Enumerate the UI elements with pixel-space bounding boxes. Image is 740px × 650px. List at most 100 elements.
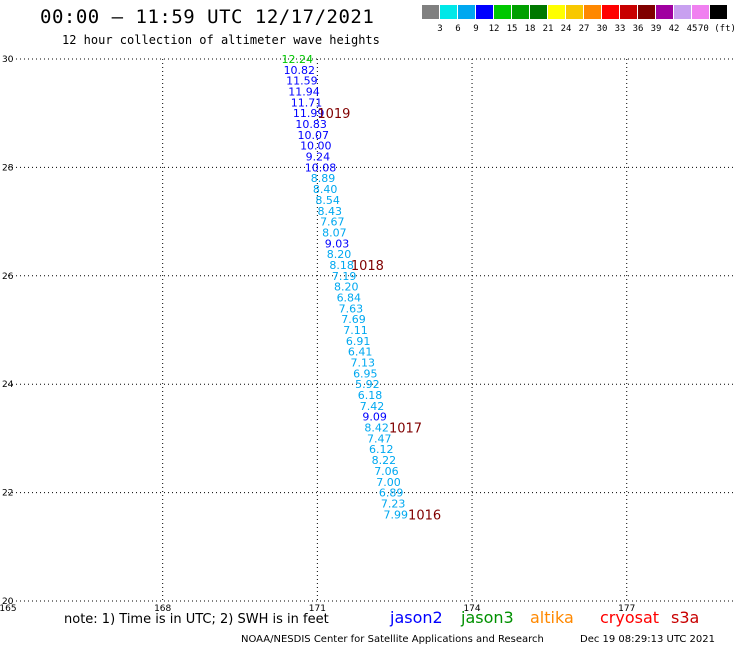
wave-height-value: 7.69: [341, 313, 366, 326]
color-scale-label: 33: [614, 24, 626, 34]
longitude-tick-label: 165: [0, 604, 17, 614]
color-scale-swatch: [620, 5, 637, 19]
credit-line: NOAA/NESDIS Center for Satellite Applica…: [241, 634, 544, 645]
wave-height-value: 7.00: [376, 476, 401, 489]
wave-height-value: 8.20: [327, 248, 352, 261]
wave-height-value: 7.13: [350, 357, 375, 370]
wave-height-value: 7.99: [383, 508, 408, 521]
generation-timestamp: Dec 19 08:29:13 UTC 2021: [580, 634, 715, 645]
wave-height-value: 7.42: [360, 400, 385, 413]
color-scale-label: 70 (ft): [698, 24, 736, 34]
wave-height-value: 7.23: [381, 497, 406, 510]
wave-height-value: 6.18: [358, 389, 383, 402]
wave-height-value: 10.82: [284, 64, 316, 77]
color-scale-swatch: [458, 5, 475, 19]
latitude-tick-label: 26: [2, 272, 14, 282]
wave-height-value: 11.59: [286, 75, 318, 88]
color-scale-label: 12: [488, 24, 500, 34]
legend-jason3: jason3: [461, 608, 514, 627]
color-scale-label: 6: [455, 24, 461, 34]
color-scale-label: 15: [506, 24, 518, 34]
color-scale-label: 45: [686, 24, 698, 34]
pressure-label: 1016: [408, 508, 441, 523]
color-scale-swatch: [692, 5, 709, 19]
wave-height-value: 6.89: [379, 487, 404, 500]
latitude-tick-label: 22: [2, 489, 13, 499]
wave-height-value: 10.83: [295, 118, 327, 131]
wave-height-value: 9.03: [325, 237, 350, 250]
latitude-tick-label: 24: [2, 380, 14, 390]
wave-height-value: 6.95: [353, 367, 378, 380]
color-scale-swatch: [674, 5, 691, 19]
wave-height-value: 11.99: [293, 107, 325, 120]
legend-cryosat: cryosat: [600, 608, 660, 627]
color-scale-swatch: [422, 5, 439, 19]
wave-height-value: 8.54: [315, 194, 340, 207]
color-scale-swatch: [530, 5, 547, 19]
color-scale-label: 30: [596, 24, 608, 34]
wave-height-value: 7.11: [343, 324, 368, 337]
color-scale-label: 21: [542, 24, 554, 34]
color-scale-swatch: [494, 5, 511, 19]
longitude-tick-label: 177: [618, 604, 635, 614]
map-title: 00:00 – 11:59 UTC 12/17/2021: [40, 6, 375, 28]
legend-s3a: s3a: [671, 608, 700, 627]
wave-height-value: 7.06: [374, 465, 399, 478]
color-scale-label: 39: [650, 24, 662, 34]
legend-altika: altika: [530, 608, 574, 627]
longitude-tick-label: 168: [154, 604, 171, 614]
pressure-label: 1019: [317, 107, 350, 122]
color-scale-label: 18: [524, 24, 536, 34]
pressure-label: 1017: [389, 422, 422, 437]
color-scale-label: 9: [473, 24, 479, 34]
color-scale-label: 3: [437, 24, 443, 34]
legend-jason2: jason2: [390, 608, 443, 627]
wave-height-value: 7.63: [339, 302, 364, 315]
footer-note: note: 1) Time is in UTC; 2) SWH is in fe…: [64, 612, 329, 627]
color-scale-swatch: [656, 5, 673, 19]
latitude-tick-label: 28: [2, 163, 14, 173]
wave-height-value: 8.40: [313, 183, 338, 196]
color-scale-swatch: [602, 5, 619, 19]
wave-height-value: 7.47: [367, 432, 392, 445]
color-scale-label: 36: [632, 24, 644, 34]
wave-height-value: 9.09: [362, 411, 387, 424]
wave-height-value: 6.12: [369, 443, 394, 456]
color-scale-swatch: [566, 5, 583, 19]
wave-height-value: 7.19: [332, 270, 357, 283]
pressure-label: 1018: [351, 259, 384, 274]
wave-height-value: 6.91: [346, 335, 371, 348]
wave-height-value: 10.08: [305, 161, 337, 174]
color-scale-swatch: [476, 5, 493, 19]
latitude-tick-label: 20: [2, 597, 14, 607]
wave-height-value: 8.18: [329, 259, 354, 272]
color-scale-label: 27: [578, 24, 590, 34]
wave-height-value: 10.07: [297, 129, 329, 142]
longitude-tick-label: 174: [463, 604, 480, 614]
color-scale-swatch: [512, 5, 529, 19]
wave-height-value: 8.07: [322, 226, 347, 239]
wave-height-value: 8.20: [334, 281, 359, 294]
color-scale-swatch: [584, 5, 601, 19]
wave-height-value: 11.71: [291, 96, 323, 109]
color-scale-label: 24: [560, 24, 572, 34]
wave-height-value: 8.89: [311, 172, 336, 185]
wave-height-value: 10.00: [300, 140, 332, 153]
color-scale-swatch: [638, 5, 655, 19]
wave-height-value: 9.24: [306, 151, 331, 164]
wave-height-value: 6.41: [348, 346, 373, 359]
wave-height-value: 12.24: [282, 53, 314, 66]
wave-height-value: 7.67: [320, 216, 345, 229]
wave-height-value: 11.94: [288, 86, 320, 99]
color-scale-swatch: [440, 5, 457, 19]
longitude-tick-label: 171: [309, 604, 326, 614]
wave-height-value: 8.42: [364, 422, 389, 435]
map-subtitle: 12 hour collection of altimeter wave hei…: [62, 33, 380, 47]
wave-height-value: 5.92: [355, 378, 380, 391]
color-scale-swatch: [548, 5, 565, 19]
wave-height-value: 6.84: [337, 291, 362, 304]
wave-height-value: 8.22: [372, 454, 397, 467]
latitude-tick-label: 30: [2, 55, 14, 65]
color-scale-swatch: [710, 5, 727, 19]
